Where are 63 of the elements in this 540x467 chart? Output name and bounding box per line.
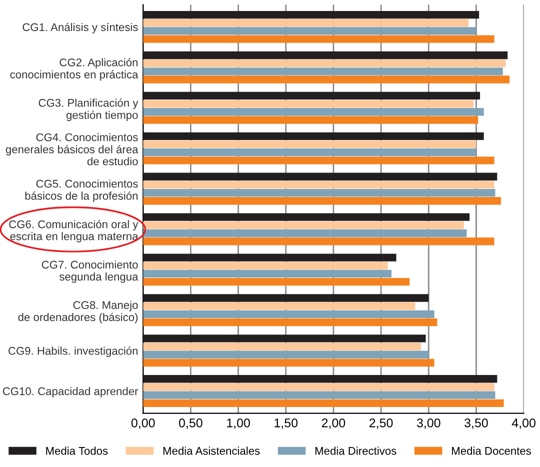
bar: [143, 180, 494, 189]
y-tick-label: CG6. Comunicación oral y escrita en lengua materna: [9, 220, 138, 242]
bar: [143, 350, 429, 358]
y-tick-label: CG5. Conocimientos básicos de la profesión: [25, 179, 138, 202]
bar: [143, 108, 484, 116]
bar: [143, 294, 429, 302]
x-tick-label: 0,50: [179, 418, 202, 429]
y-tick-label: CG8. Manejo de ordenadores (básico): [18, 300, 138, 324]
x-tick-label: 3,50: [464, 418, 488, 429]
bar: [143, 100, 474, 108]
bar: [143, 342, 422, 350]
bar: [143, 35, 494, 43]
x-tick-label: 1,00: [227, 418, 250, 429]
y-tick-label: CG10. Capacidad aprender: [2, 387, 138, 398]
bar: [143, 172, 498, 180]
y-tick-label: CG4. Conocimientos generales básicos del área de estudio: [6, 133, 138, 166]
bar: [143, 59, 506, 68]
bar: [143, 310, 434, 318]
bar: [143, 278, 410, 286]
bar: [143, 358, 434, 367]
x-tick-label: 1,50: [274, 418, 298, 429]
bar: [143, 375, 498, 383]
bar: [143, 116, 478, 124]
y-tick-label: CG9. Habils. investigación: [8, 346, 138, 357]
bar: [143, 238, 494, 246]
legend-label: Media Directivos: [315, 446, 396, 455]
bar: [143, 156, 494, 164]
bar: [143, 19, 469, 27]
bar: [143, 76, 510, 84]
bar: [143, 51, 508, 60]
bar: [143, 318, 438, 326]
bar: [143, 27, 476, 35]
x-tick-label: 4,00: [512, 418, 536, 429]
x-tick-label: 2,50: [370, 418, 393, 429]
y-tick-label: CG7. Conocimiento segunda lengua: [42, 260, 138, 283]
bar: [143, 132, 484, 140]
bar: [143, 68, 503, 76]
bar: [143, 221, 464, 230]
legend-label: Media Docentes: [452, 446, 531, 455]
legend-label: Media Todos: [46, 446, 108, 455]
bar: [143, 197, 501, 205]
x-tick-label: 0,00: [131, 418, 155, 429]
bar: [143, 399, 504, 408]
bar: [143, 148, 476, 156]
bar: [143, 188, 496, 197]
legend-label: Media Asistenciales: [163, 446, 260, 455]
bar: [143, 262, 388, 270]
y-tick-label: CG1. Análisis y síntesis: [22, 22, 138, 34]
x-tick-label: 2,00: [322, 418, 346, 429]
bar: [143, 92, 480, 100]
x-tick-label: 3,00: [416, 418, 440, 429]
y-tick-label: CG3. Planificación y gestión tiempo: [38, 98, 138, 122]
bar: [143, 302, 416, 310]
y-tick-label: CG2. Aplicación conocimientos en práctica: [10, 58, 138, 81]
bar: [143, 213, 470, 221]
bar: [143, 10, 480, 19]
bar: [143, 270, 392, 278]
bar: [143, 229, 467, 238]
bar: [143, 334, 426, 342]
bar: [143, 140, 476, 148]
bar: [143, 383, 494, 391]
bar: [143, 391, 496, 399]
bar: [143, 254, 396, 262]
